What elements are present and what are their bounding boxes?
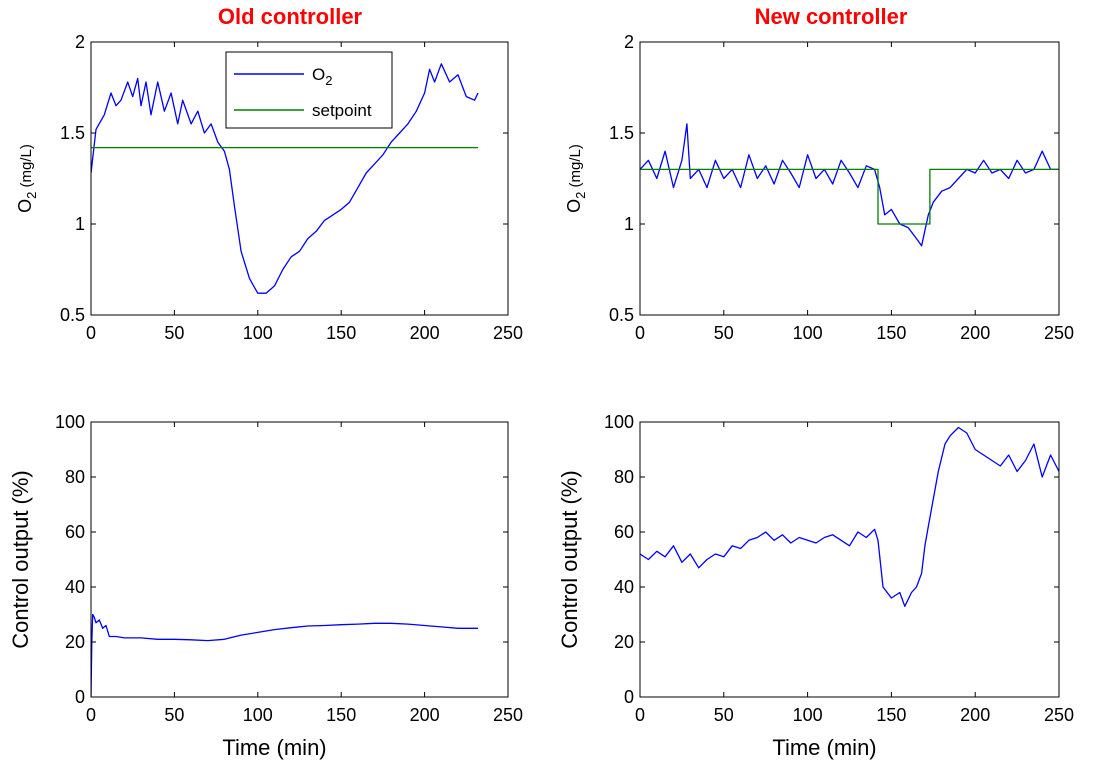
y-tick-label: 0.5 <box>609 305 634 325</box>
x-tick-label: 150 <box>876 323 906 343</box>
x-axis-label: Time (min) <box>772 735 876 760</box>
y-tick-label: 1.5 <box>609 123 634 143</box>
x-tick-label: 100 <box>793 705 823 725</box>
x-tick-label: 50 <box>164 705 184 725</box>
x-tick-label: 150 <box>326 705 356 725</box>
new-control-chart: 0 50 100 150 200 250 0 20 40 60 80 100 Control outpu… <box>557 412 1074 760</box>
series-line-o2 <box>91 63 479 294</box>
x-tick-label: 0 <box>635 323 645 343</box>
old-control-chart: 0 50 100 150 200 250 0 20 40 60 80 100 Control outpu… <box>8 412 523 760</box>
x-tick-label: 100 <box>243 705 273 725</box>
x-tick-label: 200 <box>960 705 990 725</box>
y-axis-label: O2 (mg/L) <box>15 144 39 213</box>
legend-label: setpoint <box>312 101 372 120</box>
series-group <box>91 613 478 697</box>
x-tick-label: 0 <box>635 705 645 725</box>
right-column-title: New controller <box>754 4 908 29</box>
x-tick-label: 50 <box>714 323 734 343</box>
y-tick-label: 100 <box>55 412 85 432</box>
series-line-setpoint <box>640 168 1059 225</box>
series-group <box>640 426 1059 607</box>
x-axis-label: Time (min) <box>222 735 326 760</box>
x-tick-label: 250 <box>493 323 523 343</box>
x-tick-label: 0 <box>86 705 96 725</box>
y-tick-label: 60 <box>65 522 85 542</box>
x-tick-label: 200 <box>410 323 440 343</box>
y-axis-label: Control output (%) <box>557 470 582 649</box>
x-tick-label: 250 <box>1044 323 1074 343</box>
series-line-o2 <box>640 123 1059 247</box>
y-tick-label: 2 <box>624 32 634 52</box>
y-tick-label: 80 <box>65 467 85 487</box>
y-tick-label: 20 <box>614 632 634 652</box>
x-tick-label: 50 <box>164 323 184 343</box>
y-tick-label: 80 <box>614 467 634 487</box>
axes-box <box>639 41 1060 316</box>
x-tick-label: 150 <box>876 705 906 725</box>
x-tick-label: 250 <box>1044 705 1074 725</box>
old-o2-chart: 0 50 100 150 200 250 0.5 1 1.5 2 O2 (mg/L) O2 setpoi… <box>15 32 523 343</box>
y-tick-label: 20 <box>65 632 85 652</box>
series-group <box>91 63 479 294</box>
y-tick-label: 40 <box>65 577 85 597</box>
left-column-title: Old controller <box>217 4 363 29</box>
x-tick-label: 100 <box>793 323 823 343</box>
y-tick-label: 40 <box>614 577 634 597</box>
y-tick-label: 60 <box>614 522 634 542</box>
y-tick-label: 0 <box>624 687 634 707</box>
series-group <box>640 123 1059 247</box>
series-line-control-output <box>91 613 478 697</box>
legend-label: O2 <box>312 65 332 88</box>
axes-box <box>90 41 509 316</box>
x-tick-label: 100 <box>243 323 273 343</box>
y-tick-label: 0 <box>75 687 85 707</box>
axes-box <box>639 421 1060 698</box>
y-tick-label: 2 <box>75 32 85 52</box>
x-tick-label: 0 <box>86 323 96 343</box>
y-tick-label: 1 <box>624 214 634 234</box>
y-tick-label: 1 <box>75 214 85 234</box>
legend-box <box>225 51 393 129</box>
y-tick-label: 0.5 <box>60 305 85 325</box>
y-axis-label: Control output (%) <box>8 470 33 649</box>
x-tick-label: 250 <box>493 705 523 725</box>
new-o2-chart: 0 50 100 150 200 250 0.5 1 1.5 2 O2 (mg/L) <box>564 32 1074 343</box>
x-tick-label: 200 <box>960 323 990 343</box>
x-tick-label: 200 <box>410 705 440 725</box>
series-line-control-output <box>640 426 1059 607</box>
y-tick-label: 1.5 <box>60 123 85 143</box>
y-axis-label: O2 (mg/L) <box>564 144 588 213</box>
y-tick-label: 100 <box>604 412 634 432</box>
x-tick-label: 50 <box>714 705 734 725</box>
axes-box <box>90 421 509 698</box>
x-tick-label: 150 <box>326 323 356 343</box>
